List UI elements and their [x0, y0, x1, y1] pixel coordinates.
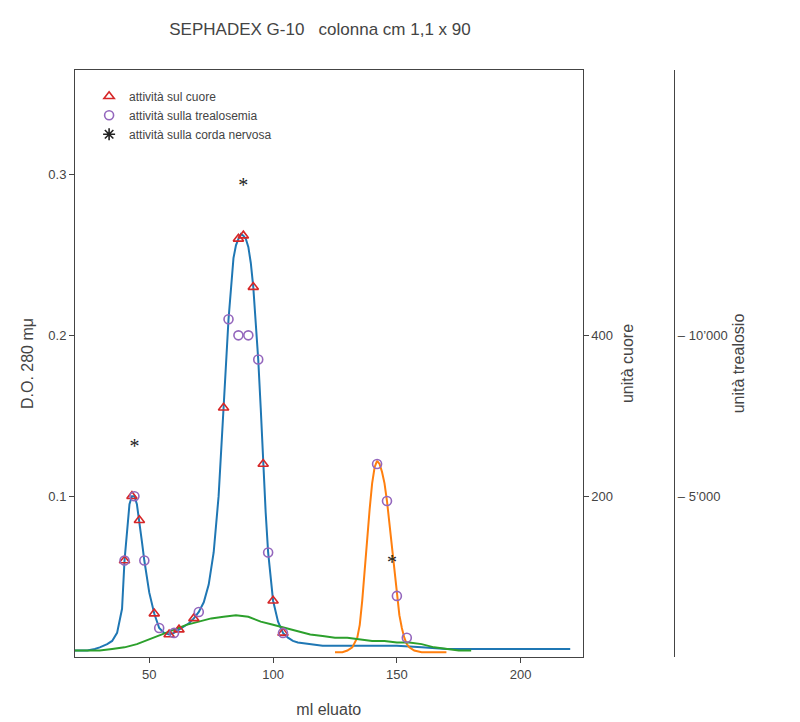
svg-text:0.3: 0.3 [48, 167, 66, 182]
svg-text:150: 150 [386, 667, 408, 682]
svg-text:50: 50 [142, 667, 156, 682]
svg-text:0.2: 0.2 [48, 328, 66, 343]
svg-text:*: * [387, 551, 397, 573]
svg-text:– 5’000: – 5’000 [678, 489, 721, 504]
svg-text:D.O. 280 mμ: D.O. 280 mμ [19, 318, 36, 409]
svg-text:0.1: 0.1 [48, 489, 66, 504]
svg-text:400: 400 [591, 328, 613, 343]
svg-text:100: 100 [262, 667, 284, 682]
svg-text:ml eluato: ml eluato [296, 701, 361, 718]
svg-text:attività sul cuore: attività sul cuore [129, 90, 216, 104]
svg-text:attività sulla trealosemia: attività sulla trealosemia [129, 109, 257, 123]
svg-text:200: 200 [510, 667, 532, 682]
svg-text:*: * [238, 174, 248, 196]
svg-text:attività sulla corda nervosa: attività sulla corda nervosa [129, 128, 271, 142]
svg-text:200: 200 [591, 489, 613, 504]
svg-text:*: * [129, 435, 139, 457]
svg-text:SEPHADEX G-10 colonna cm 1,1: SEPHADEX G-10 colonna cm 1,1 x 90 [169, 20, 470, 39]
svg-text:– 10’000: – 10’000 [678, 328, 728, 343]
svg-text:unità cuore: unità cuore [619, 324, 636, 403]
svg-text:unità trealosio: unità trealosio [730, 314, 747, 414]
